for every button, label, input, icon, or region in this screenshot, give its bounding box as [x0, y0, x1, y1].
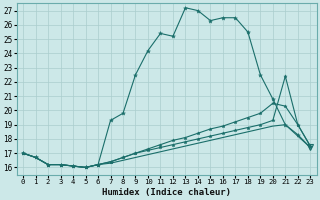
- X-axis label: Humidex (Indice chaleur): Humidex (Indice chaleur): [102, 188, 231, 197]
